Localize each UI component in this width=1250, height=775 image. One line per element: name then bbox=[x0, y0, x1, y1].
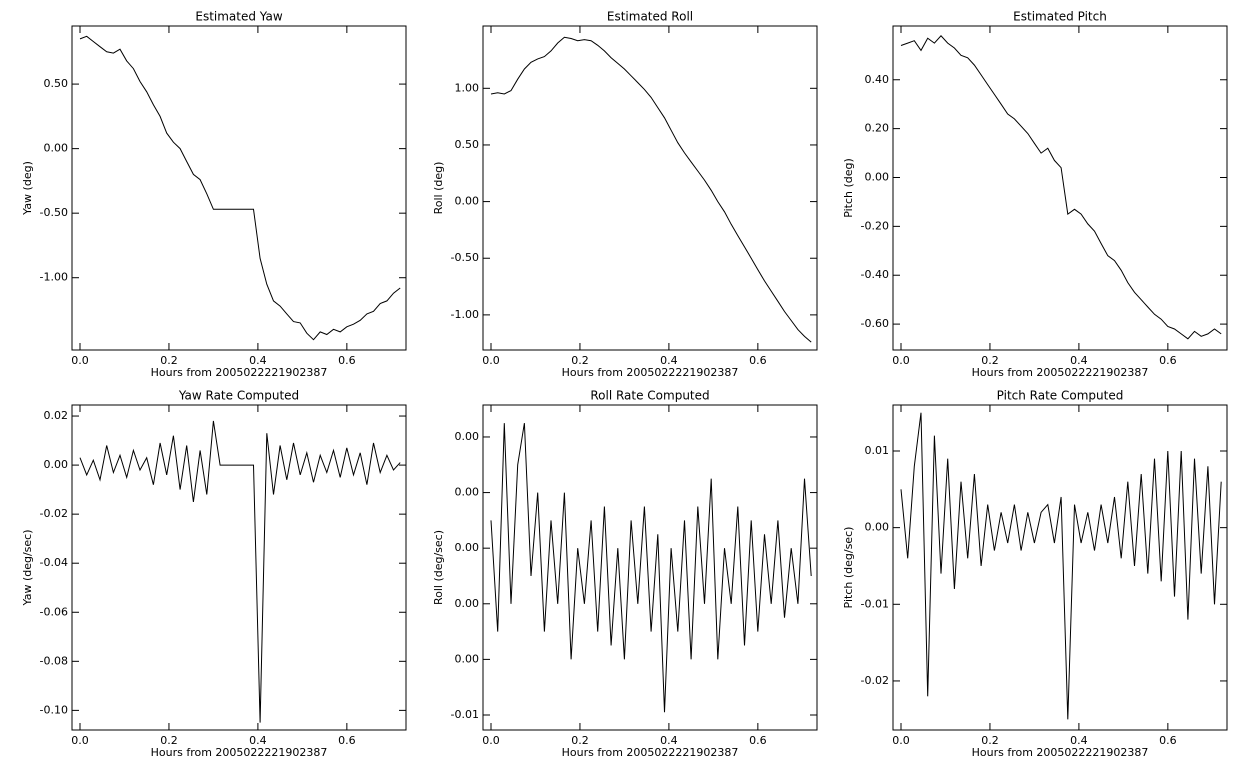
x-tick-label: 0.4 bbox=[660, 354, 678, 367]
panel: Yaw Rate Computed Hours from 200502222190… bbox=[21, 389, 407, 759]
y-tick-label: 1.00 bbox=[455, 81, 480, 94]
panel-title: Estimated Yaw bbox=[195, 10, 282, 24]
panel-title: Roll Rate Computed bbox=[590, 389, 709, 403]
panel: Roll Rate Computed Hours from 20050222219… bbox=[432, 389, 818, 759]
y-tick-label: 0.02 bbox=[44, 409, 69, 422]
x-tick-label: 0.6 bbox=[749, 354, 767, 367]
data-line bbox=[490, 36, 812, 343]
y-axis-label: Yaw (deg) bbox=[21, 161, 34, 216]
y-tick-label: -0.60 bbox=[861, 317, 889, 330]
y-tick-label: -0.02 bbox=[861, 674, 889, 687]
y-tick-label: -0.08 bbox=[40, 654, 68, 667]
y-tick-label: -0.20 bbox=[861, 219, 889, 232]
y-axis-label: Pitch (deg) bbox=[842, 158, 855, 218]
x-tick-label: 0.6 bbox=[338, 734, 356, 747]
y-tick-label: 0.00 bbox=[455, 486, 480, 499]
y-tick-label: 0.40 bbox=[865, 73, 890, 86]
y-tick-label: 0.00 bbox=[865, 170, 890, 183]
y-tick-label: 0.00 bbox=[455, 195, 480, 208]
y-tick-label: -0.40 bbox=[861, 268, 889, 281]
plot-frame bbox=[482, 404, 818, 731]
x-tick-label: 0.2 bbox=[981, 354, 999, 367]
x-axis-label: Hours from 2005022221902387 bbox=[972, 366, 1149, 379]
y-tick-label: 0.00 bbox=[44, 142, 69, 155]
x-tick-label: 0.0 bbox=[71, 354, 89, 367]
x-tick-label: 0.4 bbox=[660, 734, 678, 747]
y-tick-label: 0.00 bbox=[455, 541, 480, 554]
y-tick-label: 0.00 bbox=[44, 458, 69, 471]
plot-frame bbox=[892, 404, 1228, 731]
x-tick-label: 0.4 bbox=[249, 354, 267, 367]
x-tick-label: 0.6 bbox=[749, 734, 767, 747]
x-tick-label: 0.2 bbox=[160, 354, 178, 367]
data-line bbox=[79, 35, 401, 341]
data-line bbox=[79, 420, 401, 723]
x-axis-label: Hours from 2005022221902387 bbox=[151, 746, 328, 759]
y-tick-label: -0.06 bbox=[40, 605, 68, 618]
y-tick-label: -0.01 bbox=[451, 708, 479, 721]
x-tick-label: 0.2 bbox=[571, 734, 589, 747]
y-tick-label: 0.20 bbox=[865, 122, 890, 135]
x-axis-label: Hours from 2005022221902387 bbox=[562, 366, 739, 379]
x-axis-label: Hours from 2005022221902387 bbox=[562, 746, 739, 759]
y-tick-label: -0.04 bbox=[40, 556, 68, 569]
panel-title: Estimated Pitch bbox=[1013, 10, 1107, 24]
y-tick-label: -0.10 bbox=[40, 703, 68, 716]
panel: Estimated Roll Hours from 200502222190238… bbox=[432, 10, 818, 379]
y-tick-label: -1.00 bbox=[451, 308, 479, 321]
data-line bbox=[900, 412, 1222, 720]
panel-title: Yaw Rate Computed bbox=[178, 389, 299, 403]
x-axis-label: Hours from 2005022221902387 bbox=[151, 366, 328, 379]
panel-title: Estimated Roll bbox=[607, 10, 693, 24]
x-tick-label: 0.0 bbox=[482, 354, 500, 367]
x-tick-label: 0.6 bbox=[1159, 734, 1177, 747]
y-tick-label: -1.00 bbox=[40, 271, 68, 284]
x-tick-label: 0.4 bbox=[1070, 354, 1088, 367]
plot-frame bbox=[482, 25, 818, 351]
y-tick-label: 0.00 bbox=[455, 652, 480, 665]
x-axis-label: Hours from 2005022221902387 bbox=[972, 746, 1149, 759]
x-tick-label: 0.6 bbox=[1159, 354, 1177, 367]
x-tick-label: 0.2 bbox=[571, 354, 589, 367]
x-tick-label: 0.2 bbox=[981, 734, 999, 747]
panel-title: Pitch Rate Computed bbox=[997, 389, 1124, 403]
y-tick-label: 0.00 bbox=[455, 430, 480, 443]
y-axis-label: Yaw (deg/sec) bbox=[21, 529, 34, 606]
panel: Estimated Pitch Hours from 20050222219023… bbox=[842, 10, 1228, 379]
x-tick-label: 0.0 bbox=[892, 734, 910, 747]
data-line bbox=[490, 423, 812, 713]
y-axis-label: Roll (deg) bbox=[432, 162, 445, 215]
plot-frame bbox=[71, 25, 407, 351]
plot-frame bbox=[71, 404, 407, 731]
x-tick-label: 0.0 bbox=[482, 734, 500, 747]
plot-frame bbox=[892, 25, 1228, 351]
y-tick-label: 0.01 bbox=[865, 444, 890, 457]
y-tick-label: 0.00 bbox=[865, 521, 890, 534]
y-tick-label: 0.50 bbox=[455, 138, 480, 151]
x-tick-label: 0.4 bbox=[1070, 734, 1088, 747]
x-tick-label: 0.0 bbox=[892, 354, 910, 367]
x-tick-label: 0.4 bbox=[249, 734, 267, 747]
panel: Pitch Rate Computed Hours from 2005022221… bbox=[842, 389, 1228, 759]
y-tick-label: -0.02 bbox=[40, 507, 68, 520]
panel: Estimated Yaw Hours from 2005022221902387… bbox=[21, 10, 407, 379]
x-tick-label: 0.0 bbox=[71, 734, 89, 747]
y-tick-label: -0.50 bbox=[40, 206, 68, 219]
y-tick-label: 0.00 bbox=[455, 597, 480, 610]
x-tick-label: 0.6 bbox=[338, 354, 356, 367]
y-axis-label: Roll (deg/sec) bbox=[432, 530, 445, 605]
x-tick-label: 0.2 bbox=[160, 734, 178, 747]
y-tick-label: -0.50 bbox=[451, 251, 479, 264]
y-tick-label: 0.50 bbox=[44, 77, 69, 90]
y-tick-label: -0.01 bbox=[861, 597, 889, 610]
y-axis-label: Pitch (deg/sec) bbox=[842, 527, 855, 609]
data-line bbox=[900, 35, 1222, 340]
